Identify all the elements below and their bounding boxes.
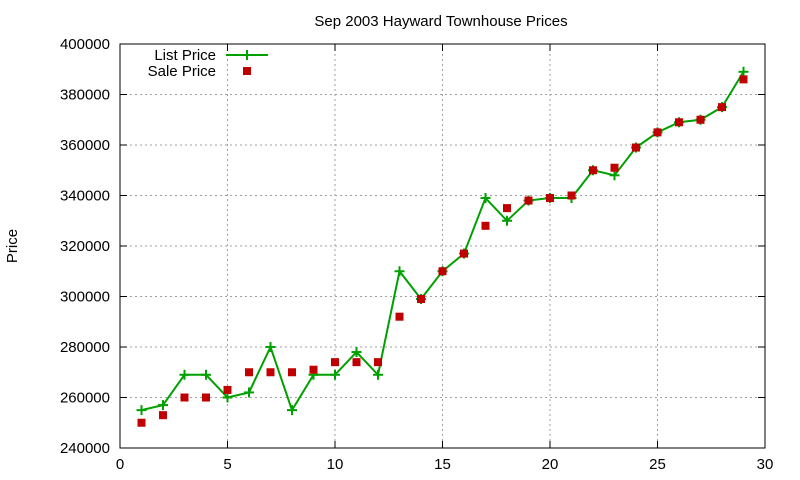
sale-price-marker xyxy=(546,194,554,203)
x-tick-label: 25 xyxy=(649,456,666,473)
legend-label-list-price: List Price xyxy=(154,47,216,64)
list-price-marker xyxy=(158,400,168,411)
list-price-marker xyxy=(136,405,147,416)
list-price-marker xyxy=(480,193,491,204)
list-price-marker xyxy=(244,387,254,398)
list-price-marker xyxy=(179,369,190,380)
sale-price-marker xyxy=(288,368,296,377)
x-tick-label: 30 xyxy=(757,456,774,473)
x-tick-label: 15 xyxy=(434,456,451,473)
x-tick-label: 5 xyxy=(223,456,231,473)
y-tick-label: 340000 xyxy=(60,188,110,205)
list-price-marker xyxy=(222,392,233,403)
sale-price-marker xyxy=(675,118,683,127)
sale-price-marker xyxy=(266,368,275,377)
list-price-marker xyxy=(502,215,512,226)
list-price-marker xyxy=(394,266,405,277)
sale-price-marker xyxy=(696,115,705,124)
y-tick-label: 260000 xyxy=(60,390,110,407)
sale-price-marker xyxy=(395,312,404,321)
sale-price-marker xyxy=(718,103,726,112)
list-price-marker xyxy=(287,405,297,416)
sale-price-marker xyxy=(739,75,748,84)
axis-ticks: 0 5 10 15 20 25 30 240000 260000 280000 300000 3200… xyxy=(60,36,773,473)
sale-price-marker xyxy=(481,221,490,230)
sale-price-marker xyxy=(374,358,382,367)
list-price-marker xyxy=(351,347,362,358)
chart-title: Sep 2003 Hayward Townhouse Prices xyxy=(314,13,567,30)
sale-price-marker xyxy=(159,411,167,420)
list-price-marker xyxy=(609,170,620,181)
sale-price-marker xyxy=(202,393,210,402)
sale-price-marker xyxy=(438,267,447,276)
legend-marker-list-price xyxy=(242,50,252,60)
y-tick-label: 300000 xyxy=(60,289,110,306)
sale-price-marker xyxy=(610,163,619,172)
sale-price-marker xyxy=(460,249,468,258)
sale-price-marker xyxy=(245,368,253,377)
list-price-marker xyxy=(738,66,749,77)
y-tick-label: 320000 xyxy=(60,238,110,255)
y-tick-label: 380000 xyxy=(60,87,110,104)
legend-label-sale-price: Sale Price xyxy=(148,63,216,80)
sale-price-marker xyxy=(223,385,232,394)
x-tick-label: 10 xyxy=(327,456,344,473)
legend-marker-sale-price xyxy=(243,67,251,75)
sale-price-marker xyxy=(137,418,146,427)
sale-price-marker xyxy=(653,128,662,137)
y-tick-label: 240000 xyxy=(60,440,110,457)
sale-price-marker xyxy=(180,393,189,402)
list-price-marker xyxy=(373,369,383,380)
y-tick-label: 360000 xyxy=(60,137,110,154)
sale-price-marker xyxy=(331,358,339,367)
sale-price-marker xyxy=(503,204,511,213)
x-tick-label: 20 xyxy=(542,456,559,473)
sale-price-marker xyxy=(352,358,361,367)
list-price-marker xyxy=(265,342,276,352)
sale-price-marker xyxy=(524,196,533,205)
sale-price-marker xyxy=(632,143,640,152)
sale-price-marker xyxy=(417,295,425,304)
list-price-marker xyxy=(330,369,340,380)
y-axis-title: Price xyxy=(4,229,21,263)
y-tick-label: 280000 xyxy=(60,339,110,356)
list-price-marker xyxy=(201,369,211,380)
x-tick-label: 0 xyxy=(116,456,124,473)
sale-price-marker xyxy=(589,166,597,175)
sale-price-marker xyxy=(309,365,318,374)
sale-price-marker xyxy=(567,191,576,200)
plot-series xyxy=(136,66,749,427)
grid-lines xyxy=(120,44,765,448)
y-tick-label: 400000 xyxy=(60,36,110,53)
